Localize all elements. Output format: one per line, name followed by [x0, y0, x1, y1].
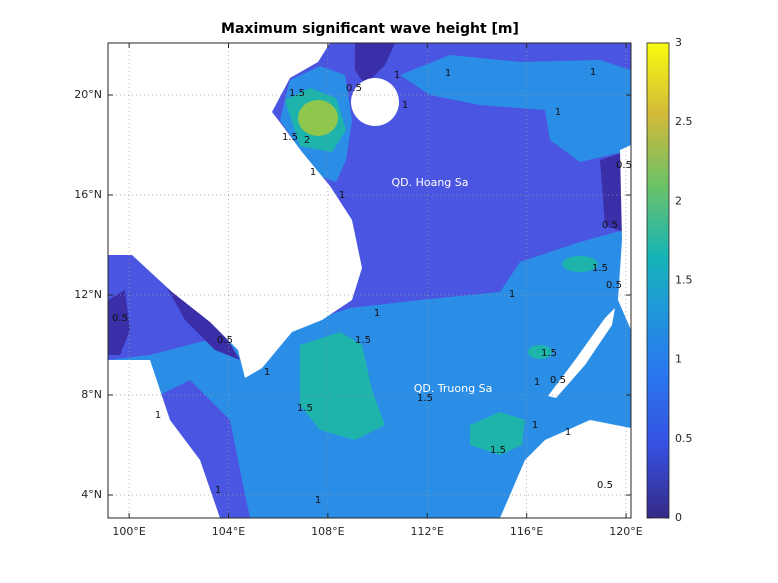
contour-label: 1	[315, 495, 321, 506]
colorbar-label: 2.5	[675, 115, 693, 128]
colorbar-label: 1.5	[675, 274, 693, 287]
colorbar-label: 3	[675, 36, 682, 49]
contour-label: 1	[394, 70, 400, 81]
contour-label: 1	[445, 68, 451, 79]
contour-label: 1	[555, 107, 561, 118]
contour-label: 0.5	[602, 220, 618, 231]
contour-label: 1	[310, 167, 316, 178]
contour-label: 0.5	[597, 480, 613, 491]
x-tick-label: 104°E	[212, 525, 245, 538]
plot-frame	[107, 42, 632, 519]
y-tick-label: 4°N	[81, 488, 102, 501]
x-tick-label: 100°E	[112, 525, 145, 538]
contour-label: 2	[304, 135, 310, 146]
axes: 100°E 104°E 108°E 112°E 116°E 120°E 4°N 8°N 12°N…	[74, 36, 692, 538]
contour-label: 1.5	[282, 132, 298, 143]
colorbar	[646, 42, 670, 519]
contour-label: 1	[264, 367, 270, 378]
map-field	[108, 43, 631, 518]
contour-label: 1.5	[297, 403, 313, 414]
x-tick-label: 120°E	[609, 525, 642, 538]
contour-label: 1.5	[355, 335, 371, 346]
contour-label: 1	[590, 67, 596, 78]
contour-label: 1	[534, 377, 540, 388]
colorbar-label: 0.5	[675, 432, 693, 445]
contour-label: 1	[532, 420, 538, 431]
x-tick-label: 116°E	[510, 525, 543, 538]
place-label: QD. Truong Sa	[414, 382, 493, 395]
contour-label: 1.5	[289, 88, 305, 99]
colorbar-label: 2	[675, 194, 682, 207]
x-tick-label: 112°E	[411, 525, 444, 538]
contour-label: 0.5	[616, 160, 632, 171]
contour-label: 1	[509, 289, 515, 300]
contour-label: 1.5	[541, 348, 557, 359]
contour-label: 1	[374, 308, 380, 319]
contour-label: 0.5	[217, 335, 233, 346]
contour-label: 1.5	[490, 445, 506, 456]
contour-label: 0.5	[346, 83, 362, 94]
y-tick-label: 12°N	[74, 288, 102, 301]
contour-label: 0.5	[112, 313, 128, 324]
contour-label: 1.5	[592, 263, 608, 274]
x-tick-label: 108°E	[311, 525, 344, 538]
y-tick-label: 8°N	[81, 388, 102, 401]
contour-label: 1	[402, 100, 408, 111]
colorbar-label: 1	[675, 353, 682, 366]
contour-label: 1	[565, 427, 571, 438]
contour-label: 1.5	[417, 393, 433, 404]
colorbar-label: 0	[675, 511, 682, 524]
place-label: QD. Hoang Sa	[391, 176, 468, 189]
contour-label: 1	[215, 485, 221, 496]
title: Maximum significant wave height [m]	[221, 21, 519, 37]
contour-label: 1	[155, 410, 161, 421]
y-tick-label: 20°N	[74, 88, 102, 101]
contour-label: 0.5	[550, 375, 566, 386]
contour-label: 1	[339, 190, 345, 201]
y-tick-label: 16°N	[74, 188, 102, 201]
contour-label: 0.5	[606, 280, 622, 291]
